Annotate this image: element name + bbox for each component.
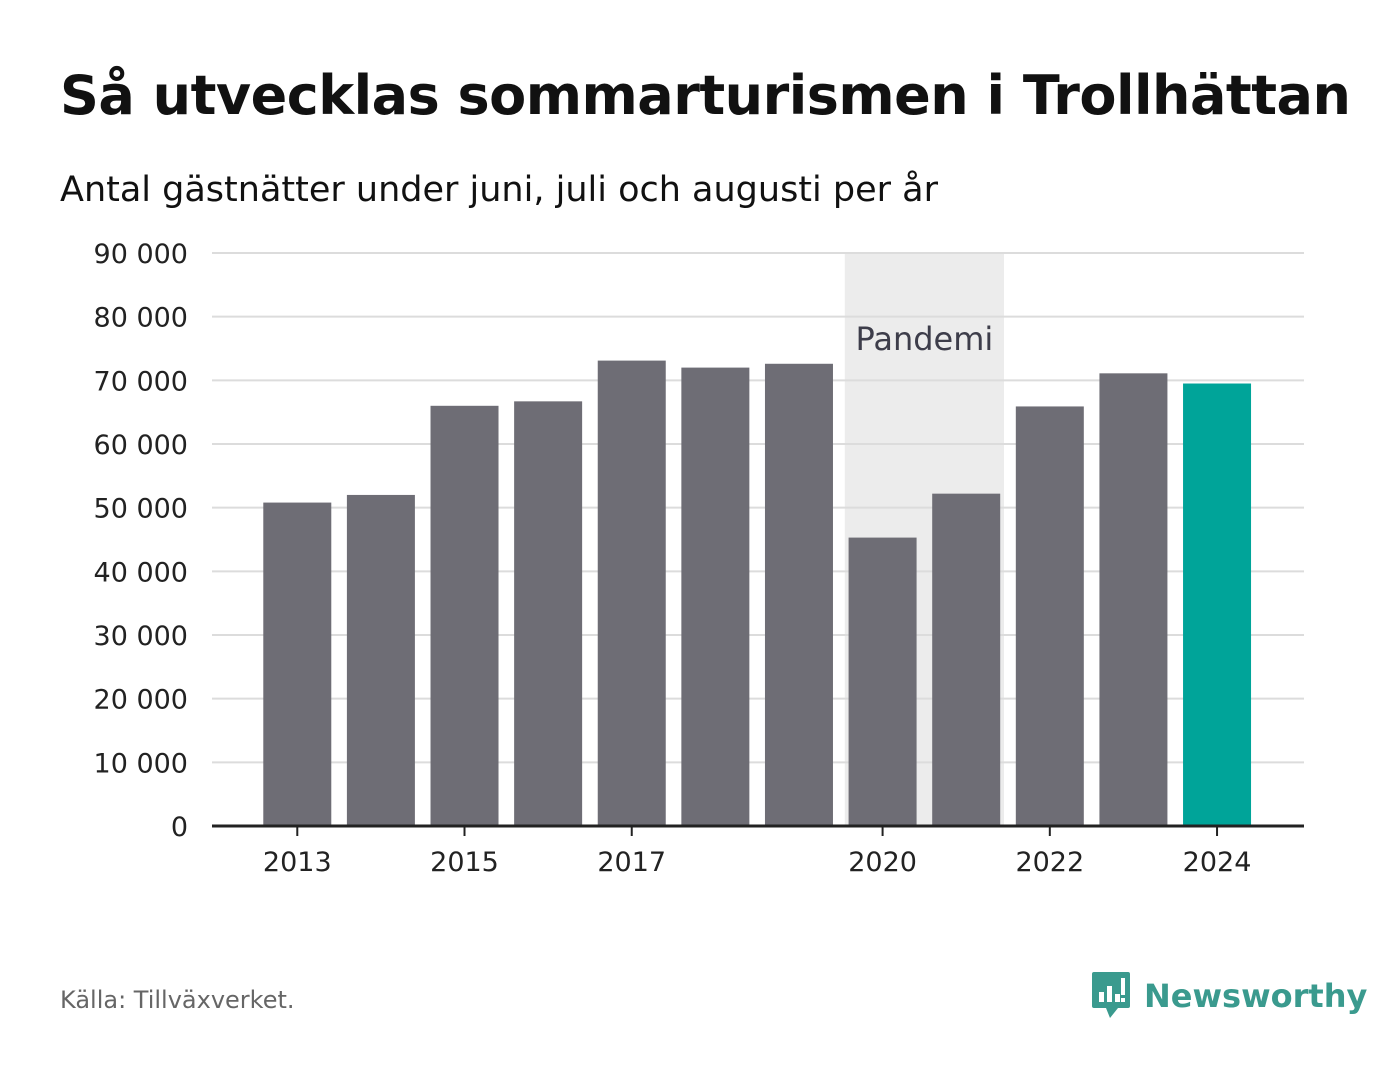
y-tick-label: 10 000: [94, 748, 188, 779]
bar-chart-speech-bubble-icon: [1092, 972, 1130, 1018]
chart-subtitle: Antal gästnätter under juni, juli och au…: [60, 170, 938, 210]
y-tick-label: 80 000: [94, 303, 188, 334]
y-tick-label: 50 000: [94, 494, 188, 525]
y-axis: 0 10 000 20 000 30 000 40 000 50 000 60 000 70 …: [94, 239, 188, 843]
y-tick-label: 0: [171, 812, 188, 843]
bar: [597, 360, 666, 826]
bar: [263, 502, 332, 826]
annotation-label: Pandemi: [855, 320, 993, 358]
bar: [514, 401, 583, 826]
x-tick-label: 2024: [1183, 847, 1252, 878]
y-tick-label: 20 000: [94, 685, 188, 716]
x-axis: 2013 2015 2017 2020 2022 2024: [212, 824, 1304, 878]
x-tick-label: 2020: [848, 847, 917, 878]
x-tick-label: 2015: [430, 847, 499, 878]
bar: [932, 493, 1001, 826]
y-tick-label: 60 000: [94, 430, 188, 461]
brand-name: Newsworthy: [1144, 977, 1368, 1015]
source-note: Källa: Tillväxverket.: [60, 986, 295, 1014]
x-tick-label: 2017: [597, 847, 666, 878]
bar-highlight: [1183, 383, 1252, 826]
bar: [764, 363, 833, 826]
y-tick-label: 40 000: [94, 557, 188, 588]
x-tick-label: 2022: [1015, 847, 1084, 878]
bar: [681, 367, 750, 826]
y-tick-label: 30 000: [94, 621, 188, 652]
y-tick-label: 90 000: [94, 239, 188, 270]
bar: [430, 405, 499, 826]
x-tick-label: 2013: [263, 847, 332, 878]
chart-title: Så utvecklas sommarturismen i Trollhätta…: [60, 64, 1351, 127]
annotation-labels: Pandemi: [855, 320, 993, 358]
brand-logo-block: Newsworthy: [1090, 970, 1367, 1022]
bar: [1015, 406, 1084, 826]
y-tick-label: 70 000: [94, 366, 188, 397]
bars: [263, 360, 1252, 826]
bar: [346, 494, 415, 826]
bar: [848, 537, 917, 826]
bar: [1099, 373, 1168, 826]
